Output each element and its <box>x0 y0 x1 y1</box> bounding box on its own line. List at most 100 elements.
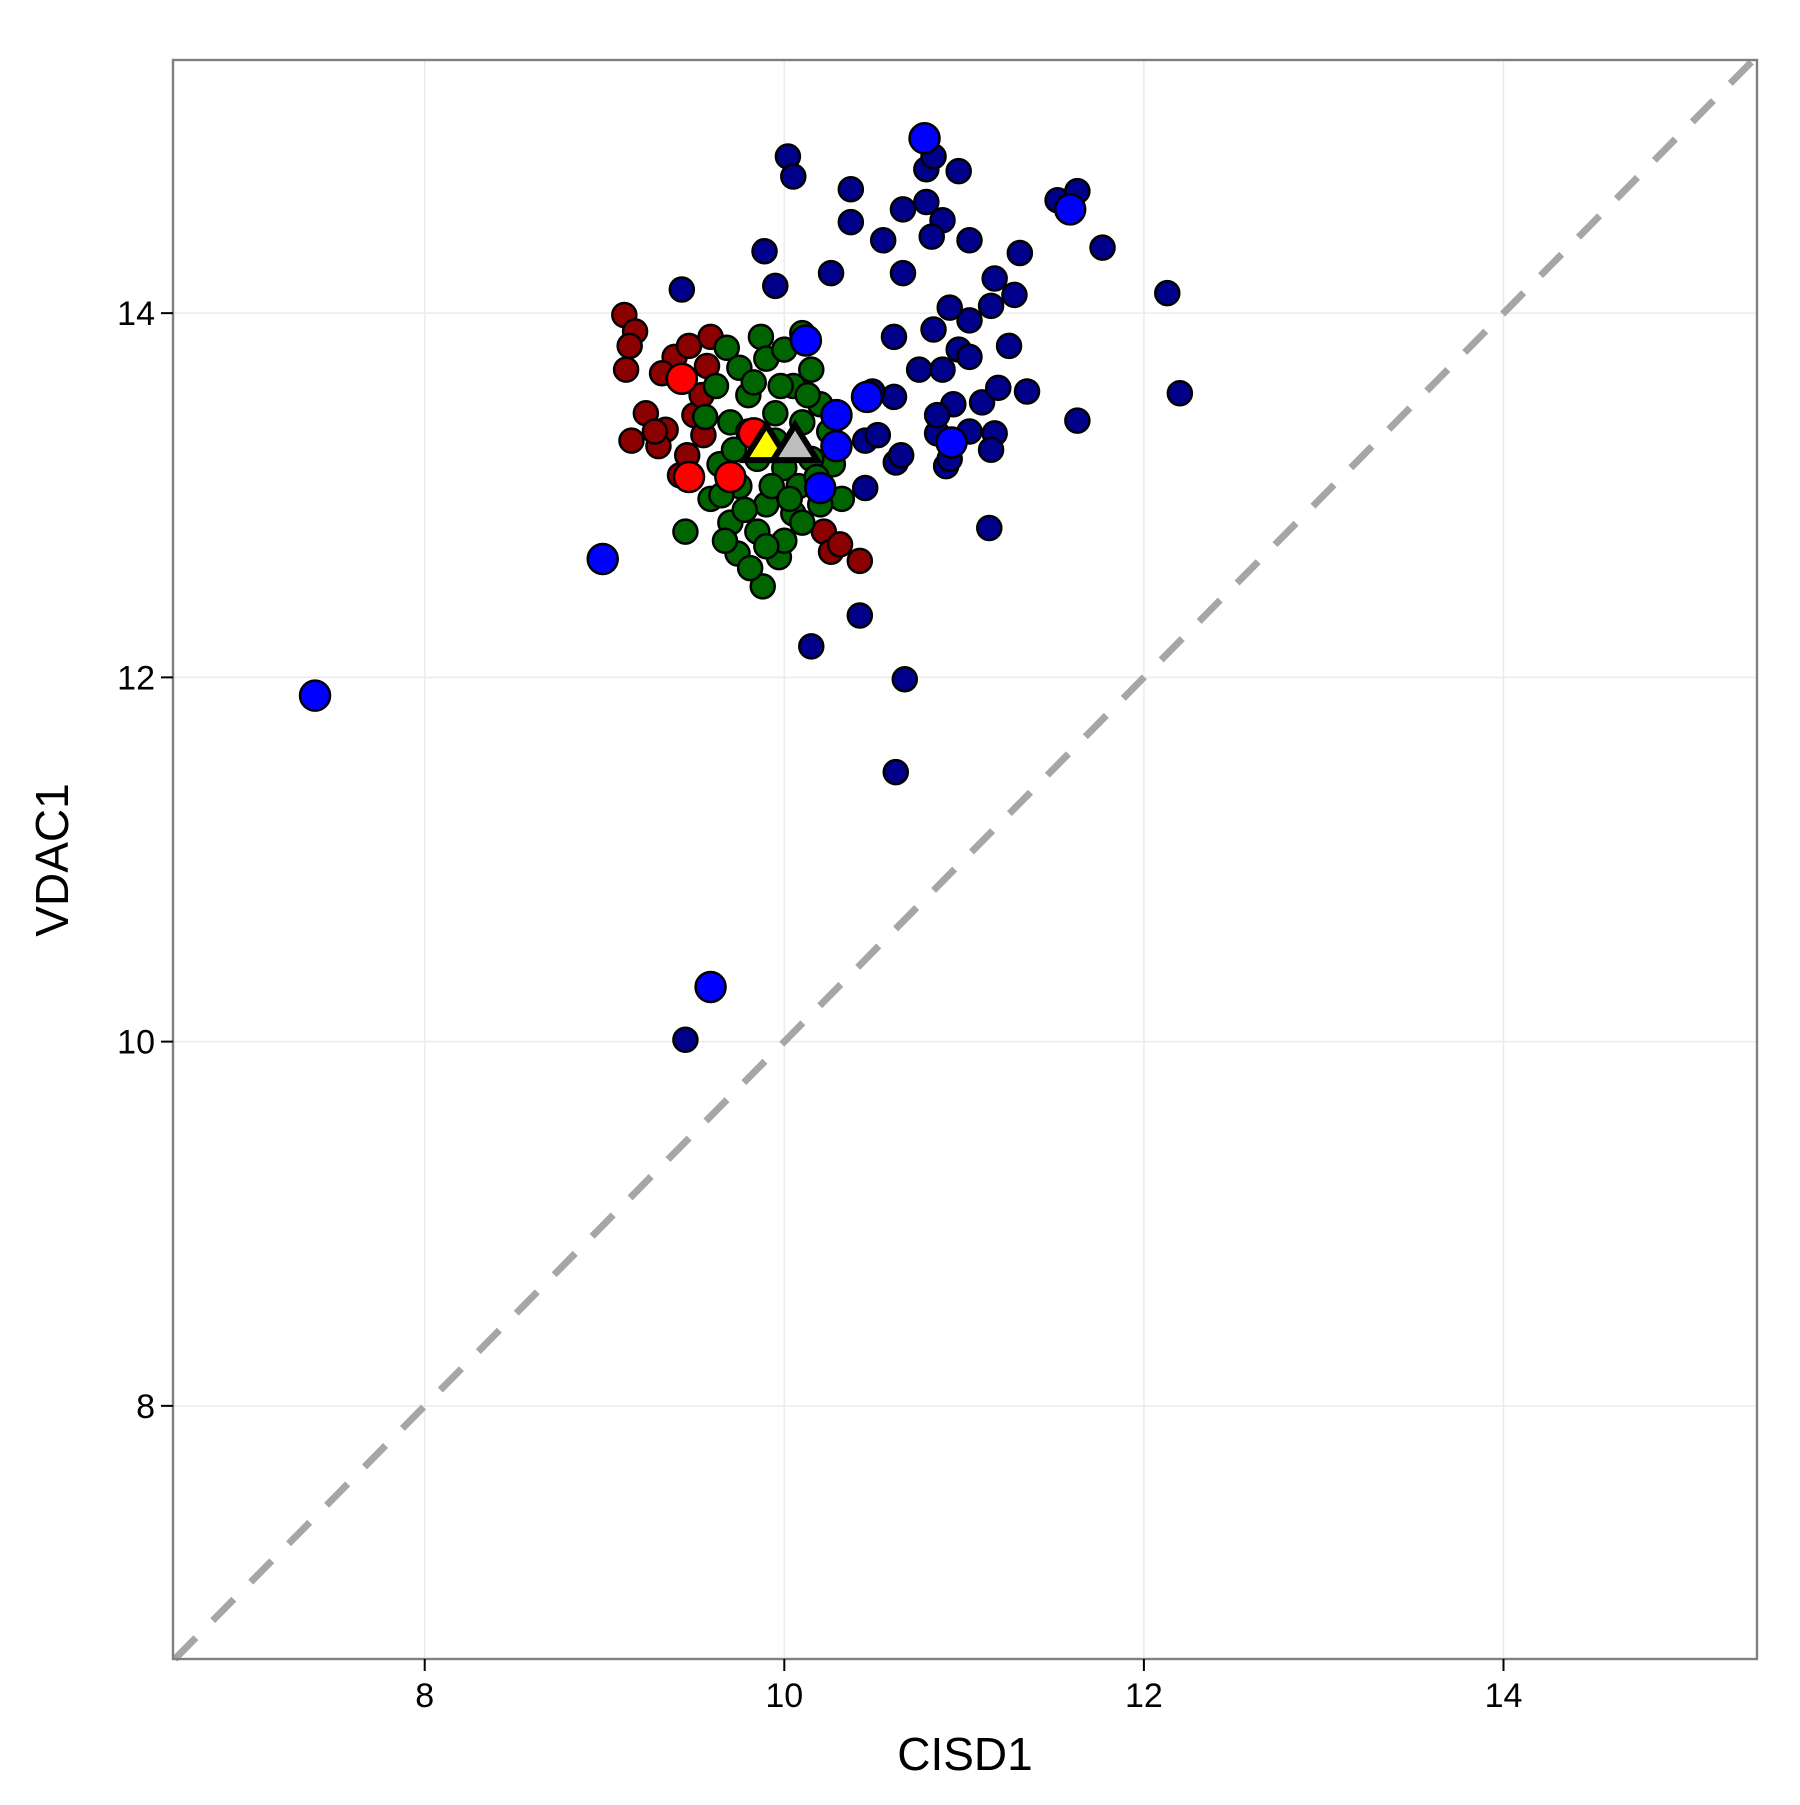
point <box>691 403 719 431</box>
x-tick-label: 8 <box>415 1677 434 1715</box>
points <box>298 122 1194 1054</box>
point <box>672 460 706 494</box>
point <box>889 259 917 287</box>
point <box>880 383 908 411</box>
x-tick-label: 14 <box>1485 1677 1523 1715</box>
point <box>789 509 816 536</box>
point <box>668 276 696 303</box>
point <box>850 380 884 414</box>
point <box>1154 279 1181 307</box>
point <box>826 531 854 558</box>
point <box>929 356 956 383</box>
x-tick-label: 10 <box>765 1677 803 1715</box>
point <box>820 398 853 432</box>
point <box>618 427 645 454</box>
point <box>1006 239 1034 267</box>
point <box>945 157 972 185</box>
point <box>1166 380 1194 407</box>
point <box>837 176 865 203</box>
point <box>798 356 825 383</box>
point <box>776 485 803 513</box>
point <box>936 294 963 321</box>
y-tick-label: 8 <box>136 1388 155 1426</box>
point <box>908 122 941 155</box>
point <box>731 496 759 524</box>
point <box>918 223 945 250</box>
point <box>981 265 1008 292</box>
point <box>713 334 741 361</box>
point <box>913 188 940 216</box>
point <box>694 970 727 1004</box>
point <box>753 533 780 560</box>
point <box>758 472 785 500</box>
point <box>665 362 699 395</box>
point <box>767 372 794 400</box>
x-tick-label: 12 <box>1125 1677 1163 1715</box>
point <box>740 369 767 396</box>
point <box>641 418 669 445</box>
y-axis-title: VDAC1 <box>26 783 78 936</box>
point <box>749 573 776 600</box>
point <box>714 460 747 494</box>
point <box>1013 378 1041 405</box>
point <box>985 374 1012 402</box>
point <box>789 324 823 357</box>
point <box>976 514 1003 542</box>
point <box>804 471 837 505</box>
point <box>762 400 789 427</box>
point <box>672 518 699 545</box>
triangle-point <box>767 419 823 464</box>
point <box>920 316 947 343</box>
point <box>880 323 908 351</box>
point <box>891 665 919 693</box>
point <box>882 758 910 786</box>
point <box>762 272 789 300</box>
point <box>817 259 845 287</box>
point <box>887 441 915 469</box>
point <box>747 323 775 351</box>
point <box>977 292 1005 320</box>
point <box>977 436 1005 463</box>
point <box>935 426 968 459</box>
point <box>616 332 643 360</box>
point <box>794 381 821 409</box>
point <box>968 389 996 416</box>
point <box>846 602 874 629</box>
point <box>956 343 983 371</box>
grid <box>173 60 1757 1659</box>
point <box>837 208 865 236</box>
point <box>995 332 1023 360</box>
point <box>869 227 897 254</box>
y-tick-label: 12 <box>117 659 155 697</box>
point <box>702 372 730 400</box>
point <box>751 237 778 265</box>
x-axis-title: CISD1 <box>897 1728 1032 1780</box>
axes: 8 10 12 14 8 10 12 14 <box>117 295 1522 1715</box>
point <box>923 401 951 429</box>
point <box>798 633 825 660</box>
point <box>736 554 764 582</box>
point <box>780 163 807 190</box>
point <box>851 474 879 502</box>
point <box>889 196 917 223</box>
point <box>711 527 739 555</box>
point <box>956 307 983 334</box>
point <box>905 356 933 383</box>
point <box>1053 193 1087 226</box>
point <box>586 542 619 576</box>
y-tick-label: 14 <box>117 295 155 333</box>
point <box>672 1026 699 1054</box>
point <box>846 547 874 575</box>
point <box>612 356 640 383</box>
y-tick-label: 10 <box>117 1024 155 1062</box>
point <box>956 227 983 254</box>
plot-border <box>171 58 1759 1661</box>
point <box>820 429 853 463</box>
point <box>1089 234 1116 261</box>
point <box>1001 281 1028 309</box>
point <box>1064 407 1091 434</box>
point <box>298 679 332 712</box>
